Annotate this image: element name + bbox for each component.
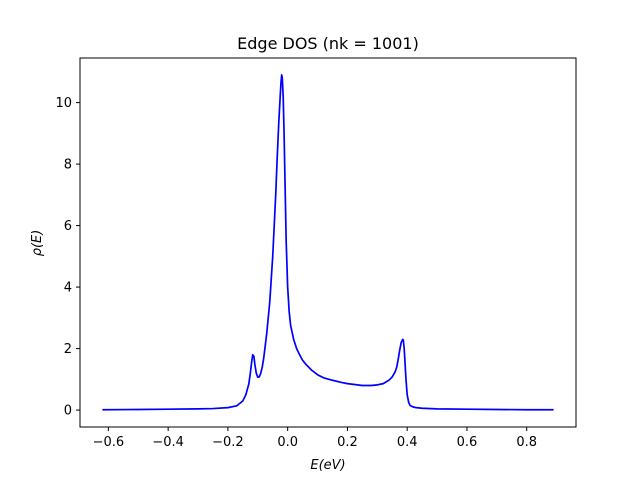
- x-tick-label: 0.0: [277, 435, 298, 450]
- y-axis-label: ρ(E): [30, 230, 45, 257]
- x-tick-label: −0.4: [152, 435, 184, 450]
- y-tick-label: 2: [64, 342, 72, 357]
- y-tick-label: 0: [64, 404, 72, 419]
- x-tick-label: 0.8: [516, 435, 537, 450]
- x-tick-label: −0.2: [212, 435, 244, 450]
- chart-title: Edge DOS (nk = 1001): [237, 34, 419, 53]
- x-axis-label: E(eV): [310, 458, 345, 473]
- axes-frame: [79, 57, 577, 428]
- series-layer: [102, 74, 554, 411]
- y-tick-label: 4: [64, 281, 72, 296]
- x-tick-label: 0.2: [337, 435, 358, 450]
- y-tick-label: 8: [64, 158, 72, 173]
- series-line-0: [102, 74, 554, 411]
- plot-frame: [79, 57, 577, 428]
- x-tick-label: 0.6: [457, 435, 478, 450]
- y-axis-ticks: 0 2 4 6 8 10: [55, 96, 80, 419]
- y-tick-label: 6: [64, 219, 72, 234]
- y-tick-label: 10: [55, 96, 72, 111]
- x-axis-ticks: −0.6 −0.4 −0.2 0.0 0.2 0.4 0.6 0.8: [93, 427, 537, 450]
- x-tick-label: −0.6: [93, 435, 125, 450]
- plot-area: [80, 58, 576, 427]
- x-tick-label: 0.4: [397, 435, 418, 450]
- plot-background: [80, 58, 576, 427]
